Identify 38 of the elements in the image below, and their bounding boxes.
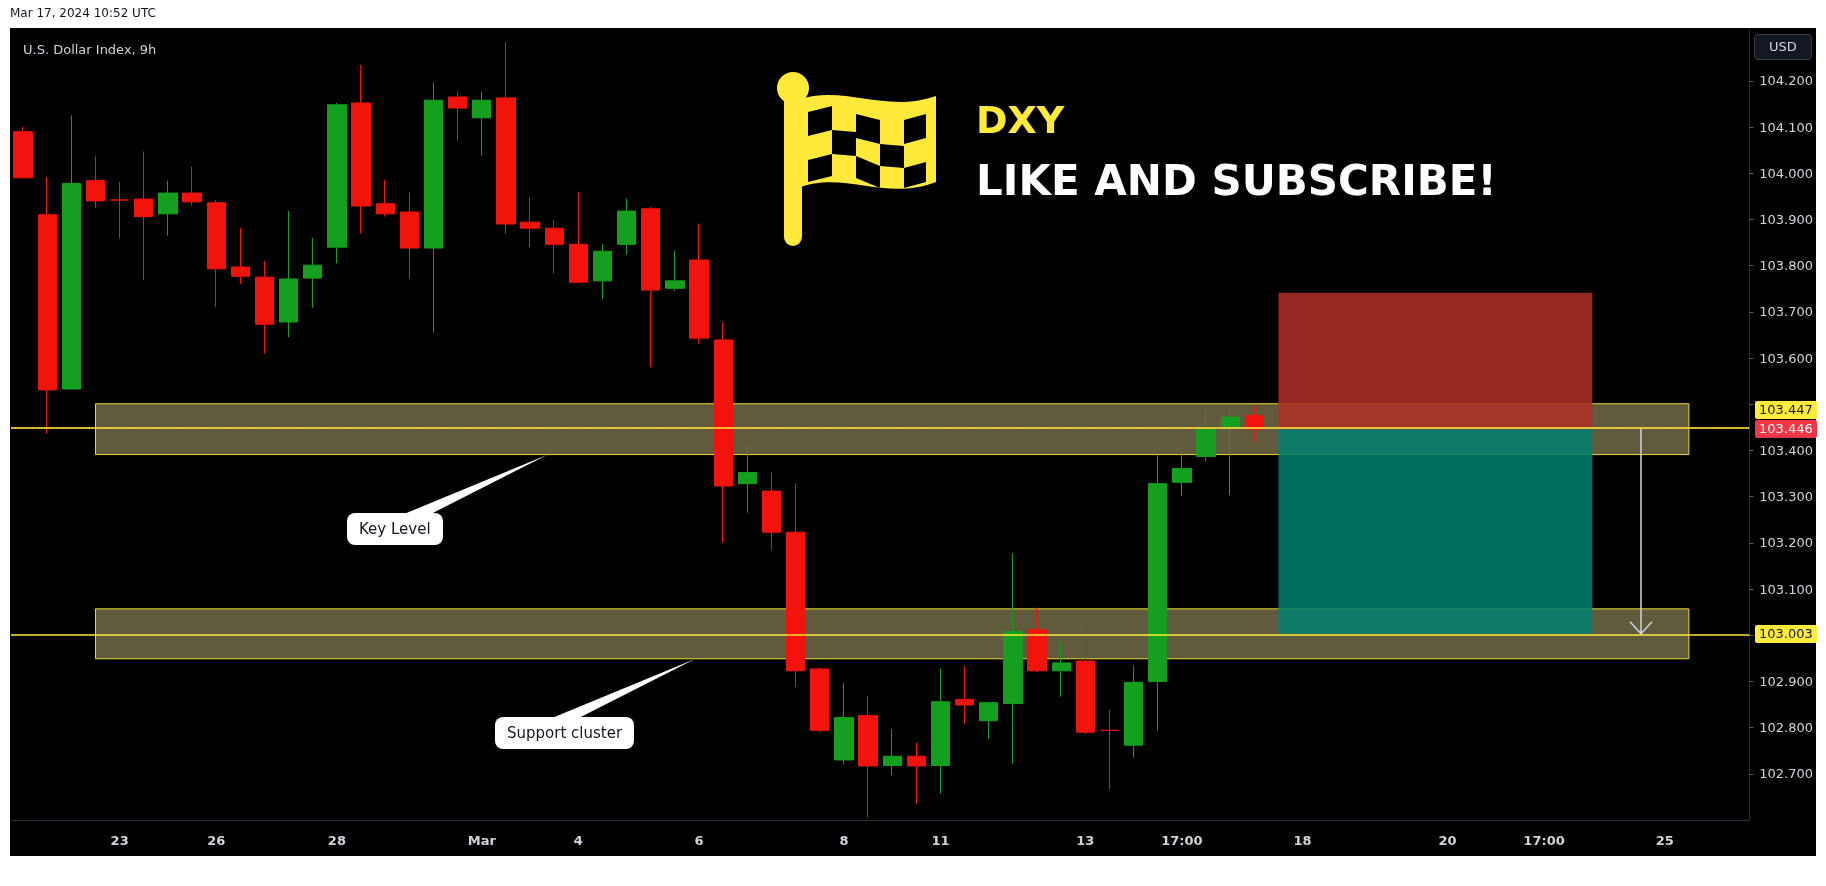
y-tick-label: 104.000 [1759, 165, 1814, 181]
x-tick-label: Mar [467, 833, 497, 848]
y-tick-label: 103.700 [1759, 304, 1814, 320]
x-tick-label: 11 [931, 833, 950, 848]
x-tick-label: 8 [839, 833, 849, 848]
y-tick-label: 103.200 [1759, 535, 1814, 551]
x-tick-label: 13 [1076, 833, 1095, 848]
y-tick-label: 102.700 [1759, 766, 1814, 782]
y-axis-title: USD [1754, 34, 1812, 60]
y-tick-label: 102.900 [1759, 673, 1814, 689]
x-tick-label: 23 [110, 833, 129, 848]
y-tick-label: 103.600 [1759, 350, 1814, 366]
ref-line-label: 103.003 [1755, 624, 1817, 643]
band-label: Support cluster [495, 716, 635, 749]
x-tick-label: 4 [573, 833, 583, 848]
y-tick-label: 103.100 [1759, 581, 1814, 597]
y-tick-label: 102.800 [1759, 720, 1814, 736]
y-tick-label: 103.800 [1759, 258, 1814, 274]
annotation: LIKE AND SUBSCRIBE! [976, 156, 1497, 205]
x-tick-label: 18 [1293, 833, 1312, 848]
ref-line-label: 103.447 [1755, 401, 1817, 420]
y-tick-label: 103.400 [1759, 442, 1814, 458]
x-tick-label: 17:00 [1523, 833, 1565, 848]
x-tick-label: 25 [1655, 833, 1674, 848]
band-label: Key Level [347, 512, 443, 545]
x-tick-label: 17:00 [1161, 833, 1203, 848]
y-tick-label: 104.200 [1759, 73, 1814, 89]
x-tick-label: 20 [1438, 833, 1457, 848]
annotation: DXY [976, 98, 1065, 142]
ref-line-label: 103.446 [1755, 420, 1817, 439]
y-tick-label: 103.300 [1759, 489, 1814, 505]
x-tick-label: 6 [694, 833, 704, 848]
x-tick-label: 28 [327, 833, 346, 848]
x-tick-label: 26 [207, 833, 226, 848]
text: Mar 17, 2024 10:52 UTC [10, 6, 156, 20]
text: U.S. Dollar Index, 9h [23, 42, 157, 57]
y-tick-label: 103.900 [1759, 211, 1814, 227]
y-tick-label: 104.100 [1759, 119, 1814, 135]
